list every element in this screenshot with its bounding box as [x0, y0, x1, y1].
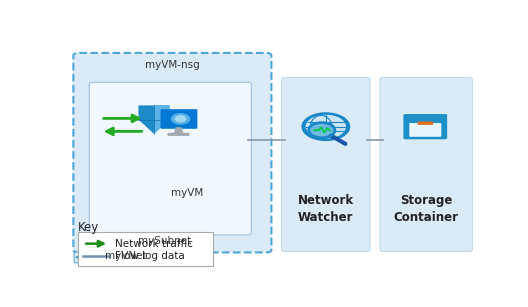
- Text: myVNet: myVNet: [105, 251, 146, 261]
- FancyBboxPatch shape: [73, 53, 271, 252]
- Text: myVM: myVM: [171, 188, 203, 198]
- FancyBboxPatch shape: [89, 238, 108, 249]
- FancyBboxPatch shape: [78, 232, 213, 266]
- Text: Storage
Container: Storage Container: [393, 194, 459, 224]
- Text: <···>: <···>: [74, 253, 96, 262]
- FancyBboxPatch shape: [281, 77, 370, 251]
- FancyBboxPatch shape: [161, 109, 197, 129]
- FancyBboxPatch shape: [409, 123, 441, 137]
- FancyBboxPatch shape: [418, 122, 433, 125]
- FancyBboxPatch shape: [167, 133, 190, 136]
- Text: <·>: <·>: [89, 239, 108, 248]
- Circle shape: [175, 116, 186, 122]
- Circle shape: [309, 123, 335, 138]
- Text: Key: Key: [78, 221, 99, 234]
- Text: Network traffic: Network traffic: [115, 239, 193, 249]
- Circle shape: [306, 115, 345, 138]
- FancyBboxPatch shape: [403, 114, 447, 139]
- FancyBboxPatch shape: [74, 252, 96, 263]
- Text: myVM-nsg: myVM-nsg: [145, 60, 200, 70]
- Polygon shape: [154, 105, 169, 134]
- FancyBboxPatch shape: [380, 77, 473, 251]
- FancyBboxPatch shape: [89, 82, 251, 235]
- Polygon shape: [174, 128, 183, 134]
- Circle shape: [302, 113, 350, 140]
- Circle shape: [172, 114, 190, 124]
- Text: Network
Watcher: Network Watcher: [298, 194, 354, 224]
- Text: Flow log data: Flow log data: [115, 251, 185, 261]
- Text: mySubnet: mySubnet: [138, 236, 191, 246]
- Polygon shape: [138, 105, 169, 134]
